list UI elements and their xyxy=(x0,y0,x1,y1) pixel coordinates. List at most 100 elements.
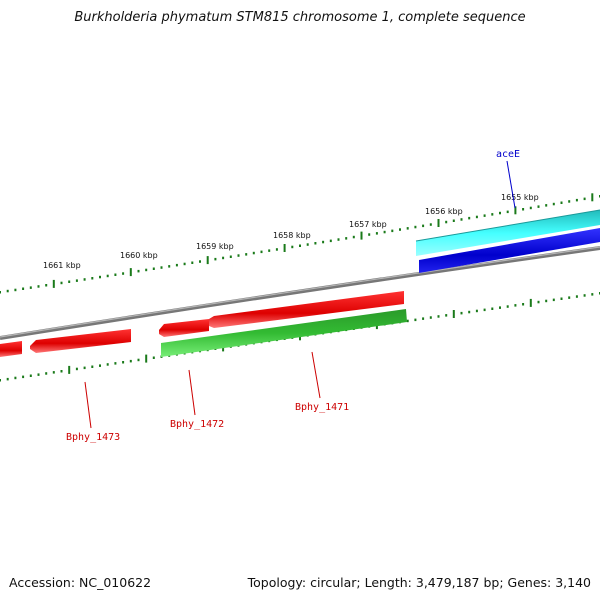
lower-ring-minor-tick xyxy=(83,366,86,370)
accession-text: Accession: NC_010622 xyxy=(9,575,152,590)
upper-ring-minor-tick xyxy=(6,289,9,293)
upper-ring-major-tick xyxy=(514,206,517,215)
upper-ring-minor-tick xyxy=(422,224,425,228)
bphy1472-label-line xyxy=(188,369,196,416)
tick-label-1660: 1660 kbp xyxy=(120,251,158,260)
upper-ring-minor-tick xyxy=(375,232,378,235)
bphy1471-label[interactable]: Bphy_1471 xyxy=(295,402,349,413)
upper-ring-minor-tick xyxy=(345,237,348,240)
bphy1471-gene-feature[interactable] xyxy=(209,291,404,328)
upper-ring-minor-tick xyxy=(537,205,540,208)
upper-ring-minor-tick xyxy=(245,253,248,256)
upper-ring-minor-tick xyxy=(352,235,355,239)
upper-ring-minor-tick xyxy=(306,243,309,246)
tick-label-1659: 1659 kbp xyxy=(196,242,234,251)
map-title: Burkholderia phymatum STM815 chromosome … xyxy=(74,10,526,25)
partial-gene-feature[interactable] xyxy=(0,341,22,357)
upper-ring-minor-tick xyxy=(522,208,525,211)
upper-ring-major-tick xyxy=(437,219,440,227)
lower-ring-minor-tick xyxy=(468,310,471,314)
tick-label-1657: 1657 kbp xyxy=(349,220,387,229)
lower-ring-minor-tick xyxy=(514,304,517,307)
lower-ring-major-tick xyxy=(529,298,532,307)
upper-ring-minor-tick xyxy=(529,206,532,210)
upper-ring-minor-tick xyxy=(399,228,401,231)
lower-ring-minor-tick xyxy=(499,306,501,309)
aceE-cds-feature[interactable] xyxy=(419,228,600,273)
bphy1472-gene-feature[interactable] xyxy=(159,319,209,337)
lower-ring-minor-tick xyxy=(406,319,409,323)
tick-label-1661: 1661 kbp xyxy=(43,261,81,270)
upper-ring-minor-tick xyxy=(229,255,232,258)
upper-ring-minor-tick xyxy=(99,275,101,279)
upper-ring-minor-tick xyxy=(168,265,171,268)
lower-ring-minor-tick xyxy=(52,371,55,374)
lower-ring-minor-tick xyxy=(537,300,540,304)
lower-ring-minor-tick xyxy=(491,307,494,310)
aceE-label[interactable]: aceE xyxy=(496,149,520,160)
upper-ring-minor-tick xyxy=(583,197,586,201)
upper-ring-major-tick xyxy=(52,279,55,288)
upper-ring-minor-tick xyxy=(29,286,32,289)
upper-ring-minor-tick xyxy=(122,272,125,275)
upper-ring-minor-tick xyxy=(468,216,471,220)
upper-ring-minor-tick xyxy=(37,285,40,288)
lower-ring-minor-tick xyxy=(475,309,478,313)
upper-ring-minor-tick xyxy=(152,267,155,270)
tick-label-1656: 1656 kbp xyxy=(425,207,463,216)
upper-ring-minor-tick xyxy=(368,233,371,236)
upper-ring-minor-tick xyxy=(199,260,201,263)
lower-ring-major-tick xyxy=(452,310,455,318)
lower-ring-minor-tick xyxy=(0,379,1,382)
lower-ring-minor-tick xyxy=(137,358,140,362)
upper-ring-minor-tick xyxy=(260,250,263,254)
lower-ring-minor-tick xyxy=(591,293,594,296)
lower-ring-minor-tick xyxy=(129,359,132,363)
upper-ring-minor-tick xyxy=(560,201,563,204)
upper-ring-minor-tick xyxy=(191,261,194,264)
lower-ring-minor-tick xyxy=(14,376,17,380)
upper-ring-minor-tick xyxy=(445,220,448,224)
bphy1472-label[interactable]: Bphy_1472 xyxy=(170,419,224,430)
lower-ring-minor-tick xyxy=(545,299,548,303)
lower-ring-minor-tick xyxy=(91,365,94,368)
bphy1473-label-line xyxy=(84,381,92,429)
lower-ring-minor-tick xyxy=(560,297,563,300)
lower-ring-minor-tick xyxy=(445,314,448,317)
bphy1471-cds-feature[interactable] xyxy=(161,309,407,357)
upper-ring-minor-tick xyxy=(75,279,78,282)
upper-ring-minor-tick xyxy=(414,225,417,229)
lower-ring-minor-tick xyxy=(506,305,509,308)
lower-ring-minor-tick xyxy=(60,370,63,373)
upper-ring-minor-tick xyxy=(114,273,117,276)
upper-ring-minor-tick xyxy=(483,214,486,217)
upper-ring-major-tick xyxy=(206,256,209,265)
lower-ring-minor-tick xyxy=(152,356,155,359)
upper-ring-minor-tick xyxy=(14,288,17,292)
aceE-label-line xyxy=(506,160,516,209)
upper-ring-minor-tick xyxy=(499,211,501,215)
aceE-gene-feature[interactable] xyxy=(416,210,600,256)
tick-label-1655: 1655 kbp xyxy=(501,193,539,202)
upper-ring-minor-tick xyxy=(83,278,86,281)
bphy1473-gene-feature[interactable] xyxy=(30,329,131,353)
upper-ring-minor-tick xyxy=(329,239,332,243)
upper-ring-minor-tick xyxy=(45,284,48,287)
lower-ring-minor-tick xyxy=(437,315,440,318)
lower-ring-minor-tick xyxy=(575,295,578,298)
upper-ring-minor-tick xyxy=(491,213,494,216)
upper-ring-minor-tick xyxy=(237,254,240,257)
upper-ring-minor-tick xyxy=(291,245,294,249)
upper-ring-minor-tick xyxy=(137,269,140,273)
upper-ring-minor-tick xyxy=(314,242,317,245)
lower-ring-minor-tick xyxy=(29,374,32,377)
bphy1473-label[interactable]: Bphy_1473 xyxy=(66,432,120,443)
lower-ring-minor-tick xyxy=(483,308,486,312)
lower-ring-minor-tick xyxy=(122,361,125,364)
upper-ring-minor-tick xyxy=(575,198,578,202)
upper-ring-minor-tick xyxy=(460,218,463,221)
upper-ring-minor-tick xyxy=(268,249,271,252)
upper-ring-minor-tick xyxy=(160,266,163,269)
lower-ring-minor-tick xyxy=(552,298,555,302)
lower-ring-minor-tick xyxy=(106,363,109,366)
